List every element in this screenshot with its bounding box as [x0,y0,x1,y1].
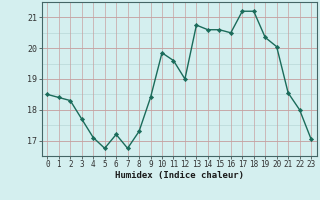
X-axis label: Humidex (Indice chaleur): Humidex (Indice chaleur) [115,171,244,180]
